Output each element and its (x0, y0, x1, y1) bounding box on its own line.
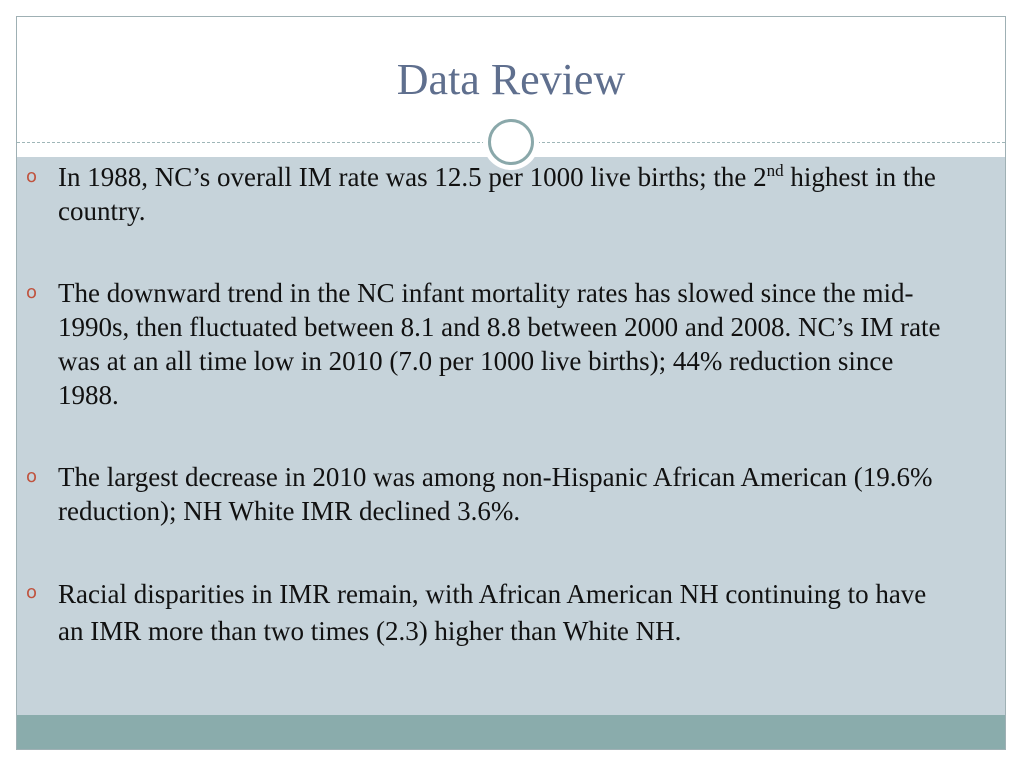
bullet-item: o The downward trend in the NC infant mo… (26, 276, 956, 412)
content-area (17, 157, 1005, 715)
ring-icon (488, 119, 534, 165)
slide-title: Data Review (396, 55, 626, 104)
bullet-text: The largest decrease in 2010 was among n… (58, 462, 933, 526)
bullet-text: In 1988, NC’s overall IM rate was 12.5 p… (58, 162, 767, 192)
bullet-item: o In 1988, NC’s overall IM rate was 12.5… (26, 160, 956, 228)
slide: Data Review (16, 16, 1006, 750)
bullet-marker-icon: o (26, 466, 38, 487)
bullet-item: o The largest decrease in 2010 was among… (26, 460, 956, 528)
circle-ornament-icon (483, 114, 539, 170)
ordinal-superscript: nd (766, 161, 784, 180)
bullet-list: o In 1988, NC’s overall IM rate was 12.5… (26, 160, 956, 650)
bullet-item: o Racial disparities in IMR remain, with… (26, 576, 956, 650)
bullet-marker-icon: o (26, 582, 38, 603)
bullet-marker-icon: o (26, 166, 38, 187)
footer-band (17, 715, 1005, 749)
bullet-text: Racial disparities in IMR remain, with A… (58, 579, 927, 646)
bullet-text-continued: highest in the country. (58, 162, 936, 226)
bullet-marker-icon: o (26, 282, 38, 303)
bullet-text: The downward trend in the NC infant mort… (58, 278, 941, 410)
